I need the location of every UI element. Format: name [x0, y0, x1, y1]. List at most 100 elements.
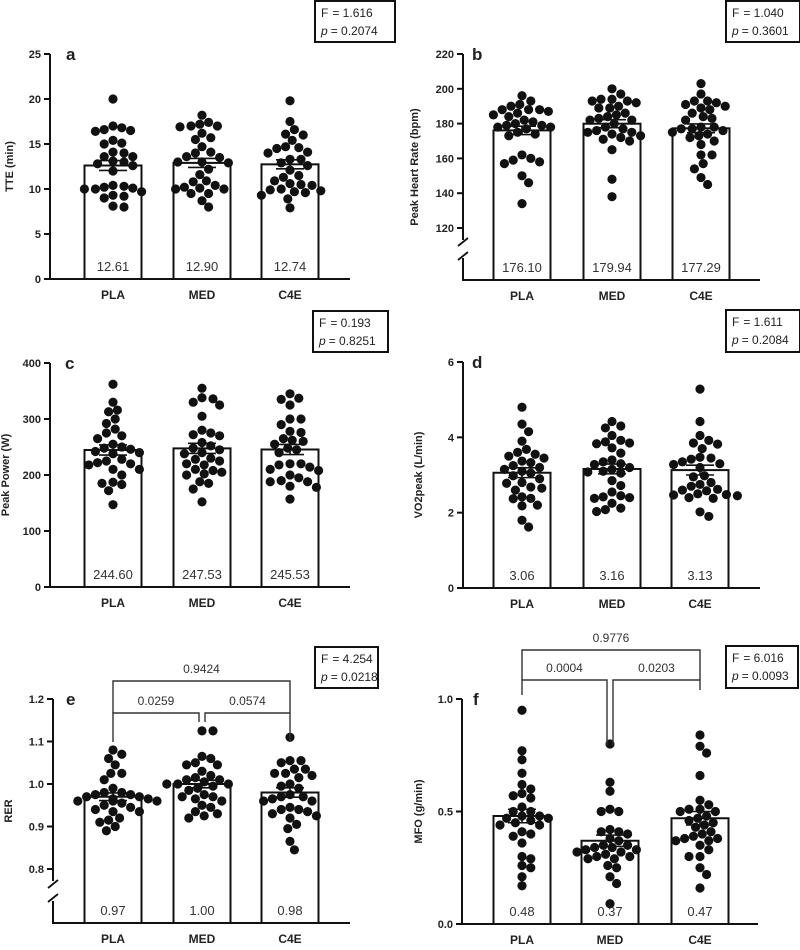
data-point	[506, 101, 516, 111]
data-point	[696, 150, 706, 160]
x-category-label: PLA	[101, 932, 125, 946]
data-point	[526, 457, 536, 468]
mean-label: 12.61	[97, 259, 130, 274]
anova-stats-box: F = 1.040 p = 0.3601	[725, 0, 800, 43]
data-point	[296, 459, 306, 469]
data-point	[616, 847, 626, 857]
data-point	[173, 779, 183, 789]
data-point	[596, 806, 606, 817]
data-point	[607, 84, 617, 94]
data-point	[285, 813, 295, 823]
data-point	[199, 777, 209, 787]
data-point	[513, 447, 523, 457]
data-point	[296, 427, 306, 438]
error-bar-c4e	[687, 123, 715, 134]
error-bar-pla	[508, 125, 536, 136]
data-point	[215, 152, 225, 163]
data-point	[669, 459, 679, 470]
y-tick-label: 1.0	[29, 779, 44, 791]
data-point	[265, 464, 275, 474]
bracket-line	[112, 712, 200, 742]
data-point	[197, 411, 207, 421]
data-point	[104, 407, 114, 417]
data-point	[197, 726, 207, 736]
data-point	[583, 467, 593, 477]
data-point	[508, 471, 518, 481]
data-point	[502, 813, 512, 823]
data-point	[101, 456, 111, 466]
data-point	[110, 424, 120, 434]
p-label: p	[731, 333, 739, 347]
bar-med	[172, 161, 232, 280]
data-point	[179, 182, 189, 192]
data-point	[206, 770, 216, 781]
data-point	[704, 511, 714, 522]
data-point	[513, 108, 523, 118]
data-point	[195, 477, 205, 487]
data-point	[186, 121, 196, 131]
data-point	[134, 448, 144, 458]
data-point	[206, 802, 216, 812]
data-point	[607, 842, 617, 853]
y-tick-label: 0	[35, 582, 41, 594]
stats-box-border	[725, 309, 800, 353]
comparison-bracket-pla-c4e	[521, 649, 701, 680]
error-bar-pla	[508, 808, 536, 824]
y-tick-label: 300	[23, 414, 41, 426]
comparison-p-value: 0.0004	[546, 661, 583, 675]
y-tick-label: 1.0	[438, 694, 453, 706]
data-point	[134, 807, 144, 817]
data-point	[276, 394, 286, 404]
data-point	[190, 134, 200, 145]
data-point	[197, 393, 207, 403]
data-point	[199, 811, 209, 821]
data-point	[119, 202, 129, 212]
y-tick-label: 0.8	[29, 864, 44, 876]
data-point	[677, 457, 688, 467]
f-statistic: F = 1.040	[732, 6, 784, 20]
data-point	[175, 122, 185, 132]
data-point	[691, 822, 701, 832]
data-point	[713, 833, 723, 844]
data-point	[697, 444, 707, 454]
data-point	[285, 756, 295, 766]
bracket-line	[204, 712, 291, 742]
panel-a: 12.61 12.90 12.74 0 5 10 15 20 25 PLA MED C4E TTE (m…	[4, 0, 396, 302]
data-point	[508, 791, 518, 801]
data-point	[206, 428, 216, 438]
data-point	[526, 793, 536, 803]
data-point	[300, 188, 310, 198]
data-point	[517, 150, 527, 160]
data-point	[537, 120, 547, 130]
data-point	[689, 96, 700, 106]
data-point	[278, 172, 288, 182]
data-point	[287, 135, 297, 145]
data-point	[197, 425, 207, 435]
dots-pla	[84, 379, 144, 510]
data-point	[703, 179, 713, 190]
p-value: = 0.8251	[329, 334, 376, 348]
data-point	[625, 851, 635, 862]
data-point	[605, 786, 615, 796]
mean-label: 247.53	[182, 567, 222, 582]
p-label: p	[731, 24, 739, 38]
data-point	[616, 421, 626, 431]
stats-box-border	[725, 0, 800, 43]
anova-stats-box: F = 0.193 p = 0.8251	[312, 310, 389, 353]
data-point	[210, 180, 220, 190]
data-point	[517, 515, 527, 525]
data-point	[285, 459, 295, 469]
error-bar-med	[598, 463, 626, 475]
data-point	[526, 153, 536, 163]
panel-letter: f	[473, 690, 479, 709]
data-point	[526, 482, 536, 492]
data-point	[110, 414, 120, 424]
data-point	[709, 136, 719, 146]
y-tick-label: 2	[448, 508, 454, 520]
data-point	[182, 775, 192, 785]
data-point	[108, 94, 118, 104]
data-point	[689, 164, 700, 174]
data-point	[718, 125, 728, 136]
data-point	[526, 854, 536, 864]
data-point	[208, 465, 218, 476]
